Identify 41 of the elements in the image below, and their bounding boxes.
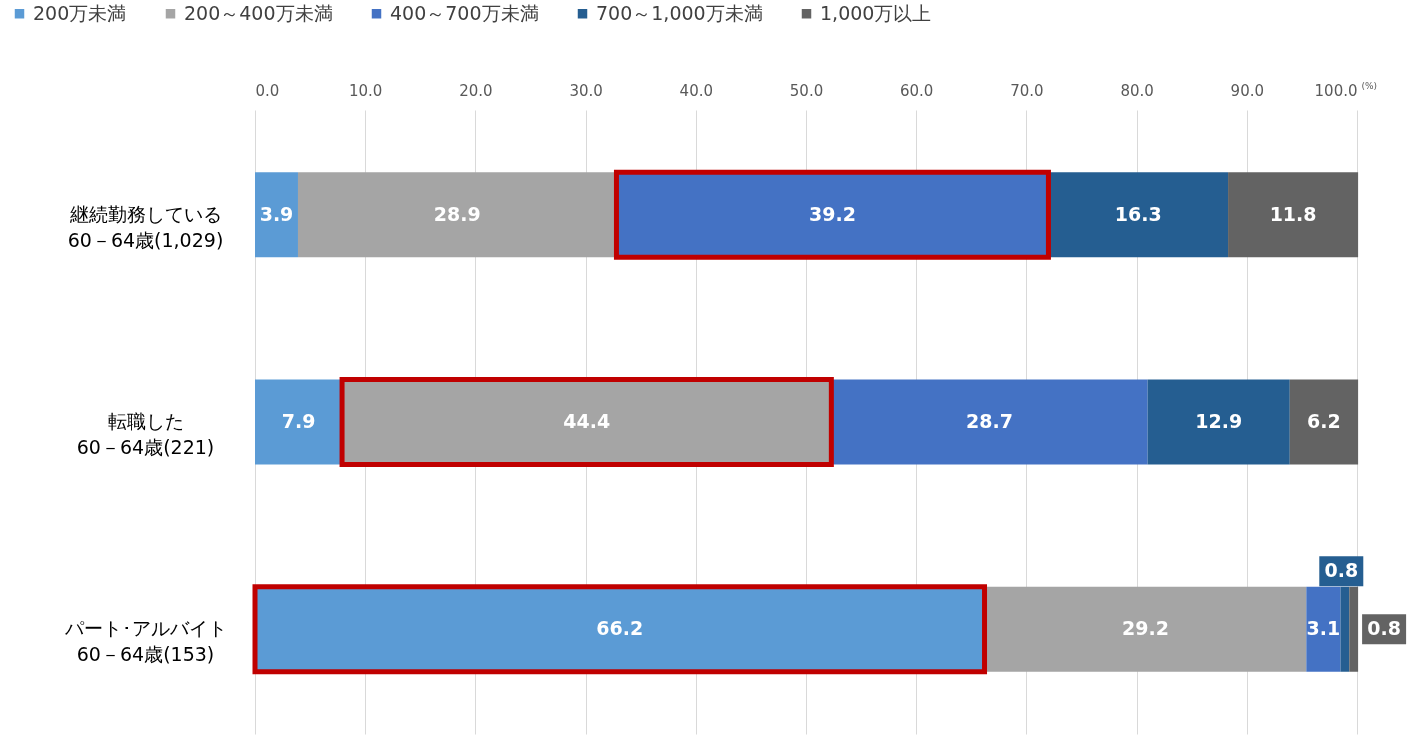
legend-label: 1,000万以上 (820, 1, 932, 24)
data-label: 0.8 (1367, 617, 1401, 640)
data-label: 12.9 (1195, 410, 1243, 432)
bar (1228, 172, 1359, 258)
data-label: 6.2 (1307, 410, 1341, 432)
data-label: 66.2 (596, 617, 644, 640)
bar (255, 379, 343, 465)
x-tick-label: 50.0 (789, 81, 824, 100)
data-label: 3.9 (259, 202, 294, 225)
y-tick-label: パート･アルバイト 60－64歳(153) (63, 617, 227, 666)
x-tick-label: 70.0 (1010, 81, 1044, 100)
data-label: 39.2 (809, 202, 856, 225)
data-label: 11.8 (1269, 202, 1317, 225)
legend-label: 200～400万未満 (184, 1, 333, 24)
x-tick-label: 60.0 (900, 81, 934, 100)
data-label: 28.7 (966, 410, 1013, 432)
legend-label: 700～1,000万未満 (596, 1, 763, 24)
y-tick-label: 継続勤務している 60－64歳(1,029) (67, 202, 224, 251)
x-tick-label: 0.0 (255, 81, 280, 100)
data-label: 7.9 (281, 410, 316, 432)
data-label: 16.3 (1114, 202, 1162, 225)
bar (255, 172, 298, 258)
bar (1289, 379, 1359, 465)
x-tick-label: 90.0 (1230, 81, 1264, 100)
data-label: 44.4 (563, 410, 611, 432)
x-tick-label: 100.0 (1314, 81, 1358, 100)
bar (1147, 379, 1290, 465)
x-tick-label: 10.0 (349, 81, 383, 100)
data-label: 3.1 (1306, 617, 1341, 640)
bar (1349, 586, 1359, 672)
x-tick-label: 20.0 (459, 81, 493, 100)
data-label: 0.8 (1324, 559, 1359, 582)
x-tick-label: 40.0 (679, 81, 713, 100)
legend-label: 200万未満 (33, 1, 127, 24)
data-label: 29.2 (1121, 617, 1169, 640)
x-tick-label: 30.0 (569, 81, 603, 100)
data-label: 28.9 (433, 202, 481, 225)
x-tick-label: 80.0 (1120, 81, 1154, 100)
y-tick-label: 転職した 60－64歳(221) (76, 410, 215, 458)
x-axis-title: (%) (1361, 80, 1378, 91)
legend-label: 400～700万未満 (390, 1, 539, 24)
